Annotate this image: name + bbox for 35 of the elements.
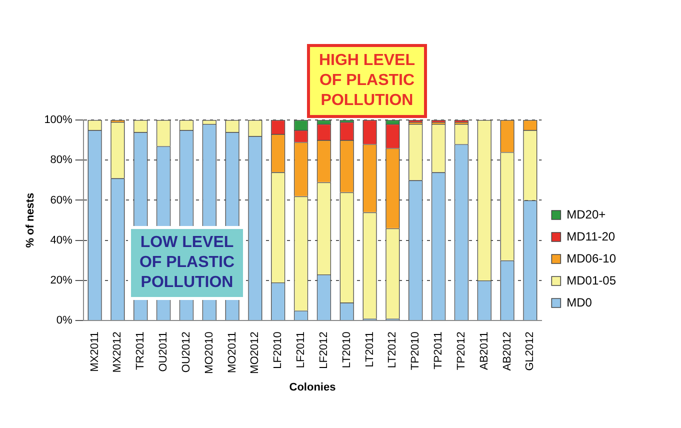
legend-label: MD11-20 (566, 229, 616, 244)
x-tick-label: MX2011 (88, 332, 101, 372)
legend-label: MD01-05 (566, 273, 616, 288)
annotation: LOW LEVEL OF PLASTIC POLLUTION (128, 226, 246, 300)
x-tick-label: OU2012 (180, 332, 192, 373)
y-tick-label: 100% (44, 114, 73, 126)
y-tick-label: 60% (50, 194, 73, 206)
legend-label: MD0 (566, 295, 592, 310)
x-tick-label: MX2012 (112, 332, 124, 373)
y-axis-title: % of nests (24, 192, 37, 248)
y-tick-label: 40% (50, 234, 73, 246)
x-tick-label: LT2011 (364, 332, 376, 368)
x-tick-label: LT2010 (340, 332, 353, 368)
x-tick-label: LF2012 (318, 332, 330, 369)
legend-label: MD06-10 (566, 251, 616, 266)
x-tick-label: MO2012 (249, 332, 262, 374)
x-tick-label: OU2011 (158, 332, 170, 372)
y-tick-label: 80% (50, 154, 73, 166)
x-tick-label: MO2011 (226, 332, 238, 373)
x-tick-label: MO2010 (203, 332, 216, 374)
x-axis-title: Colonies (289, 381, 336, 394)
legend-label: MD20+ (566, 207, 606, 222)
x-tick-label: AB2011 (478, 332, 490, 370)
y-tick-label: 0% (56, 314, 73, 327)
x-tick-label: AB2012 (501, 332, 514, 371)
x-tick-label: TP2010 (410, 332, 422, 370)
x-tick-label: LT2012 (386, 332, 399, 368)
y-tick-label: 20% (50, 274, 73, 287)
x-tick-label: LF2011 (295, 332, 308, 368)
x-tick-label: TP2011 (432, 332, 445, 370)
text: HIGH LEVEL OF PLASTIC POLLUTION (307, 44, 427, 118)
x-tick-label: LF2010 (272, 332, 284, 369)
x-tick-label: GL2012 (524, 332, 536, 371)
x-tick-label: TP2012 (455, 332, 468, 370)
x-tick-label: TR2011 (134, 332, 147, 370)
